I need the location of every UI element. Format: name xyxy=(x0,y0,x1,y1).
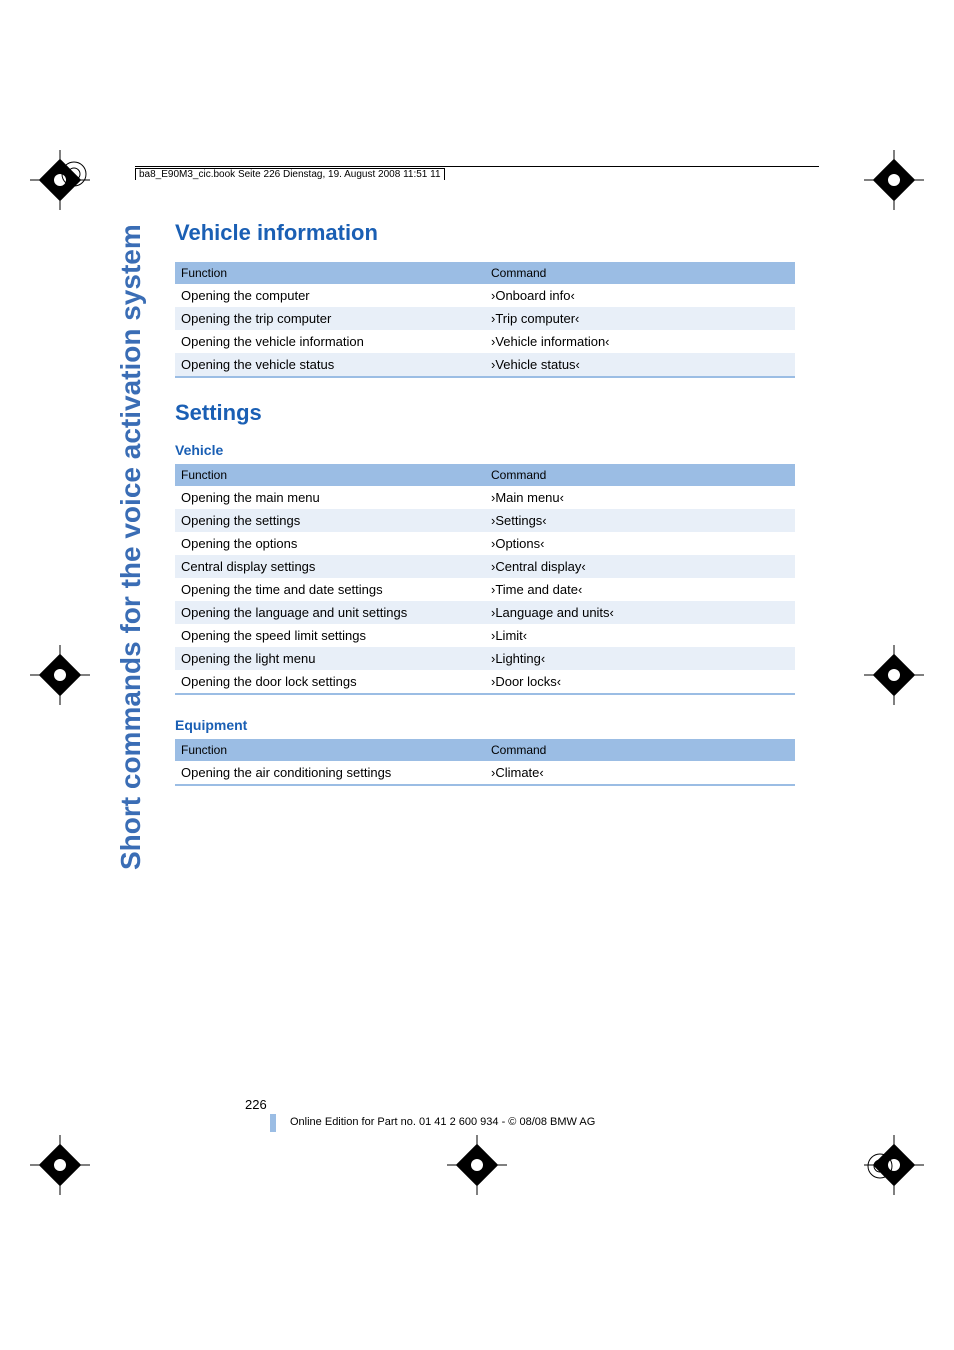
print-header: ba8_E90M3_cic.book Seite 226 Dienstag, 1… xyxy=(135,166,819,181)
section-title-settings: Settings xyxy=(175,400,795,426)
table-header-function: Function xyxy=(175,262,485,284)
table-row: Opening the light menu›Lighting‹ xyxy=(175,647,795,670)
command-cell: ›Main menu‹ xyxy=(485,486,795,509)
function-cell: Opening the time and date settings xyxy=(175,578,485,601)
crop-mark-icon xyxy=(447,1135,507,1195)
function-cell: Opening the light menu xyxy=(175,647,485,670)
command-cell: ›Options‹ xyxy=(485,532,795,555)
command-cell: ›Central display‹ xyxy=(485,555,795,578)
command-cell: ›Language and units‹ xyxy=(485,601,795,624)
table-row: Opening the air conditioning settings›Cl… xyxy=(175,761,795,785)
function-cell: Opening the settings xyxy=(175,509,485,532)
command-cell: ›Settings‹ xyxy=(485,509,795,532)
table-row: Opening the computer›Onboard info‹ xyxy=(175,284,795,307)
subsection-vehicle: Vehicle xyxy=(175,442,795,458)
function-cell: Opening the air conditioning settings xyxy=(175,761,485,785)
command-cell: ›Door locks‹ xyxy=(485,670,795,694)
crop-mark-icon xyxy=(30,1135,90,1195)
register-circle-icon xyxy=(60,160,88,193)
function-cell: Opening the door lock settings xyxy=(175,670,485,694)
command-cell: ›Trip computer‹ xyxy=(485,307,795,330)
section-title-vehicle-info: Vehicle information xyxy=(175,220,795,246)
function-cell: Opening the vehicle status xyxy=(175,353,485,377)
command-cell: ›Climate‹ xyxy=(485,761,795,785)
table-row: Opening the options›Options‹ xyxy=(175,532,795,555)
table-row: Opening the time and date settings›Time … xyxy=(175,578,795,601)
page-content: Vehicle information Function Command Ope… xyxy=(175,220,795,808)
table-row: Opening the trip computer›Trip computer‹ xyxy=(175,307,795,330)
footer-copyright: Online Edition for Part no. 01 41 2 600 … xyxy=(290,1116,595,1128)
vehicle-info-table: Function Command Opening the computer›On… xyxy=(175,262,795,378)
table-row: Central display settings›Central display… xyxy=(175,555,795,578)
function-cell: Opening the options xyxy=(175,532,485,555)
function-cell: Central display settings xyxy=(175,555,485,578)
table-header-command: Command xyxy=(485,464,795,486)
table-row: Opening the language and unit settings›L… xyxy=(175,601,795,624)
table-header-command: Command xyxy=(485,739,795,761)
table-row: Opening the vehicle information›Vehicle … xyxy=(175,330,795,353)
subsection-equipment: Equipment xyxy=(175,717,795,733)
function-cell: Opening the trip computer xyxy=(175,307,485,330)
table-row: Opening the main menu›Main menu‹ xyxy=(175,486,795,509)
command-cell: ›Limit‹ xyxy=(485,624,795,647)
table-row: Opening the door lock settings›Door lock… xyxy=(175,670,795,694)
crop-mark-icon xyxy=(30,645,90,705)
function-cell: Opening the speed limit settings xyxy=(175,624,485,647)
print-header-text: ba8_E90M3_cic.book Seite 226 Dienstag, 1… xyxy=(135,168,445,180)
crop-mark-icon xyxy=(864,645,924,705)
command-cell: ›Vehicle information‹ xyxy=(485,330,795,353)
command-cell: ›Lighting‹ xyxy=(485,647,795,670)
table-header-function: Function xyxy=(175,739,485,761)
command-cell: ›Time and date‹ xyxy=(485,578,795,601)
table-row: Opening the speed limit settings›Limit‹ xyxy=(175,624,795,647)
function-cell: Opening the main menu xyxy=(175,486,485,509)
table-header-command: Command xyxy=(485,262,795,284)
settings-vehicle-table: Function Command Opening the main menu›M… xyxy=(175,464,795,695)
function-cell: Opening the language and unit settings xyxy=(175,601,485,624)
function-cell: Opening the vehicle information xyxy=(175,330,485,353)
page-number-bar-icon xyxy=(270,1114,276,1132)
table-row: Opening the vehicle status›Vehicle statu… xyxy=(175,353,795,377)
page-number: 226 xyxy=(245,1097,267,1112)
register-circle-icon xyxy=(866,1152,894,1185)
table-header-function: Function xyxy=(175,464,485,486)
table-row: Opening the settings›Settings‹ xyxy=(175,509,795,532)
sidebar-chapter-label: Short commands for the voice activation … xyxy=(115,224,147,870)
command-cell: ›Onboard info‹ xyxy=(485,284,795,307)
function-cell: Opening the computer xyxy=(175,284,485,307)
command-cell: ›Vehicle status‹ xyxy=(485,353,795,377)
settings-equipment-table: Function Command Opening the air conditi… xyxy=(175,739,795,786)
crop-mark-icon xyxy=(864,150,924,210)
